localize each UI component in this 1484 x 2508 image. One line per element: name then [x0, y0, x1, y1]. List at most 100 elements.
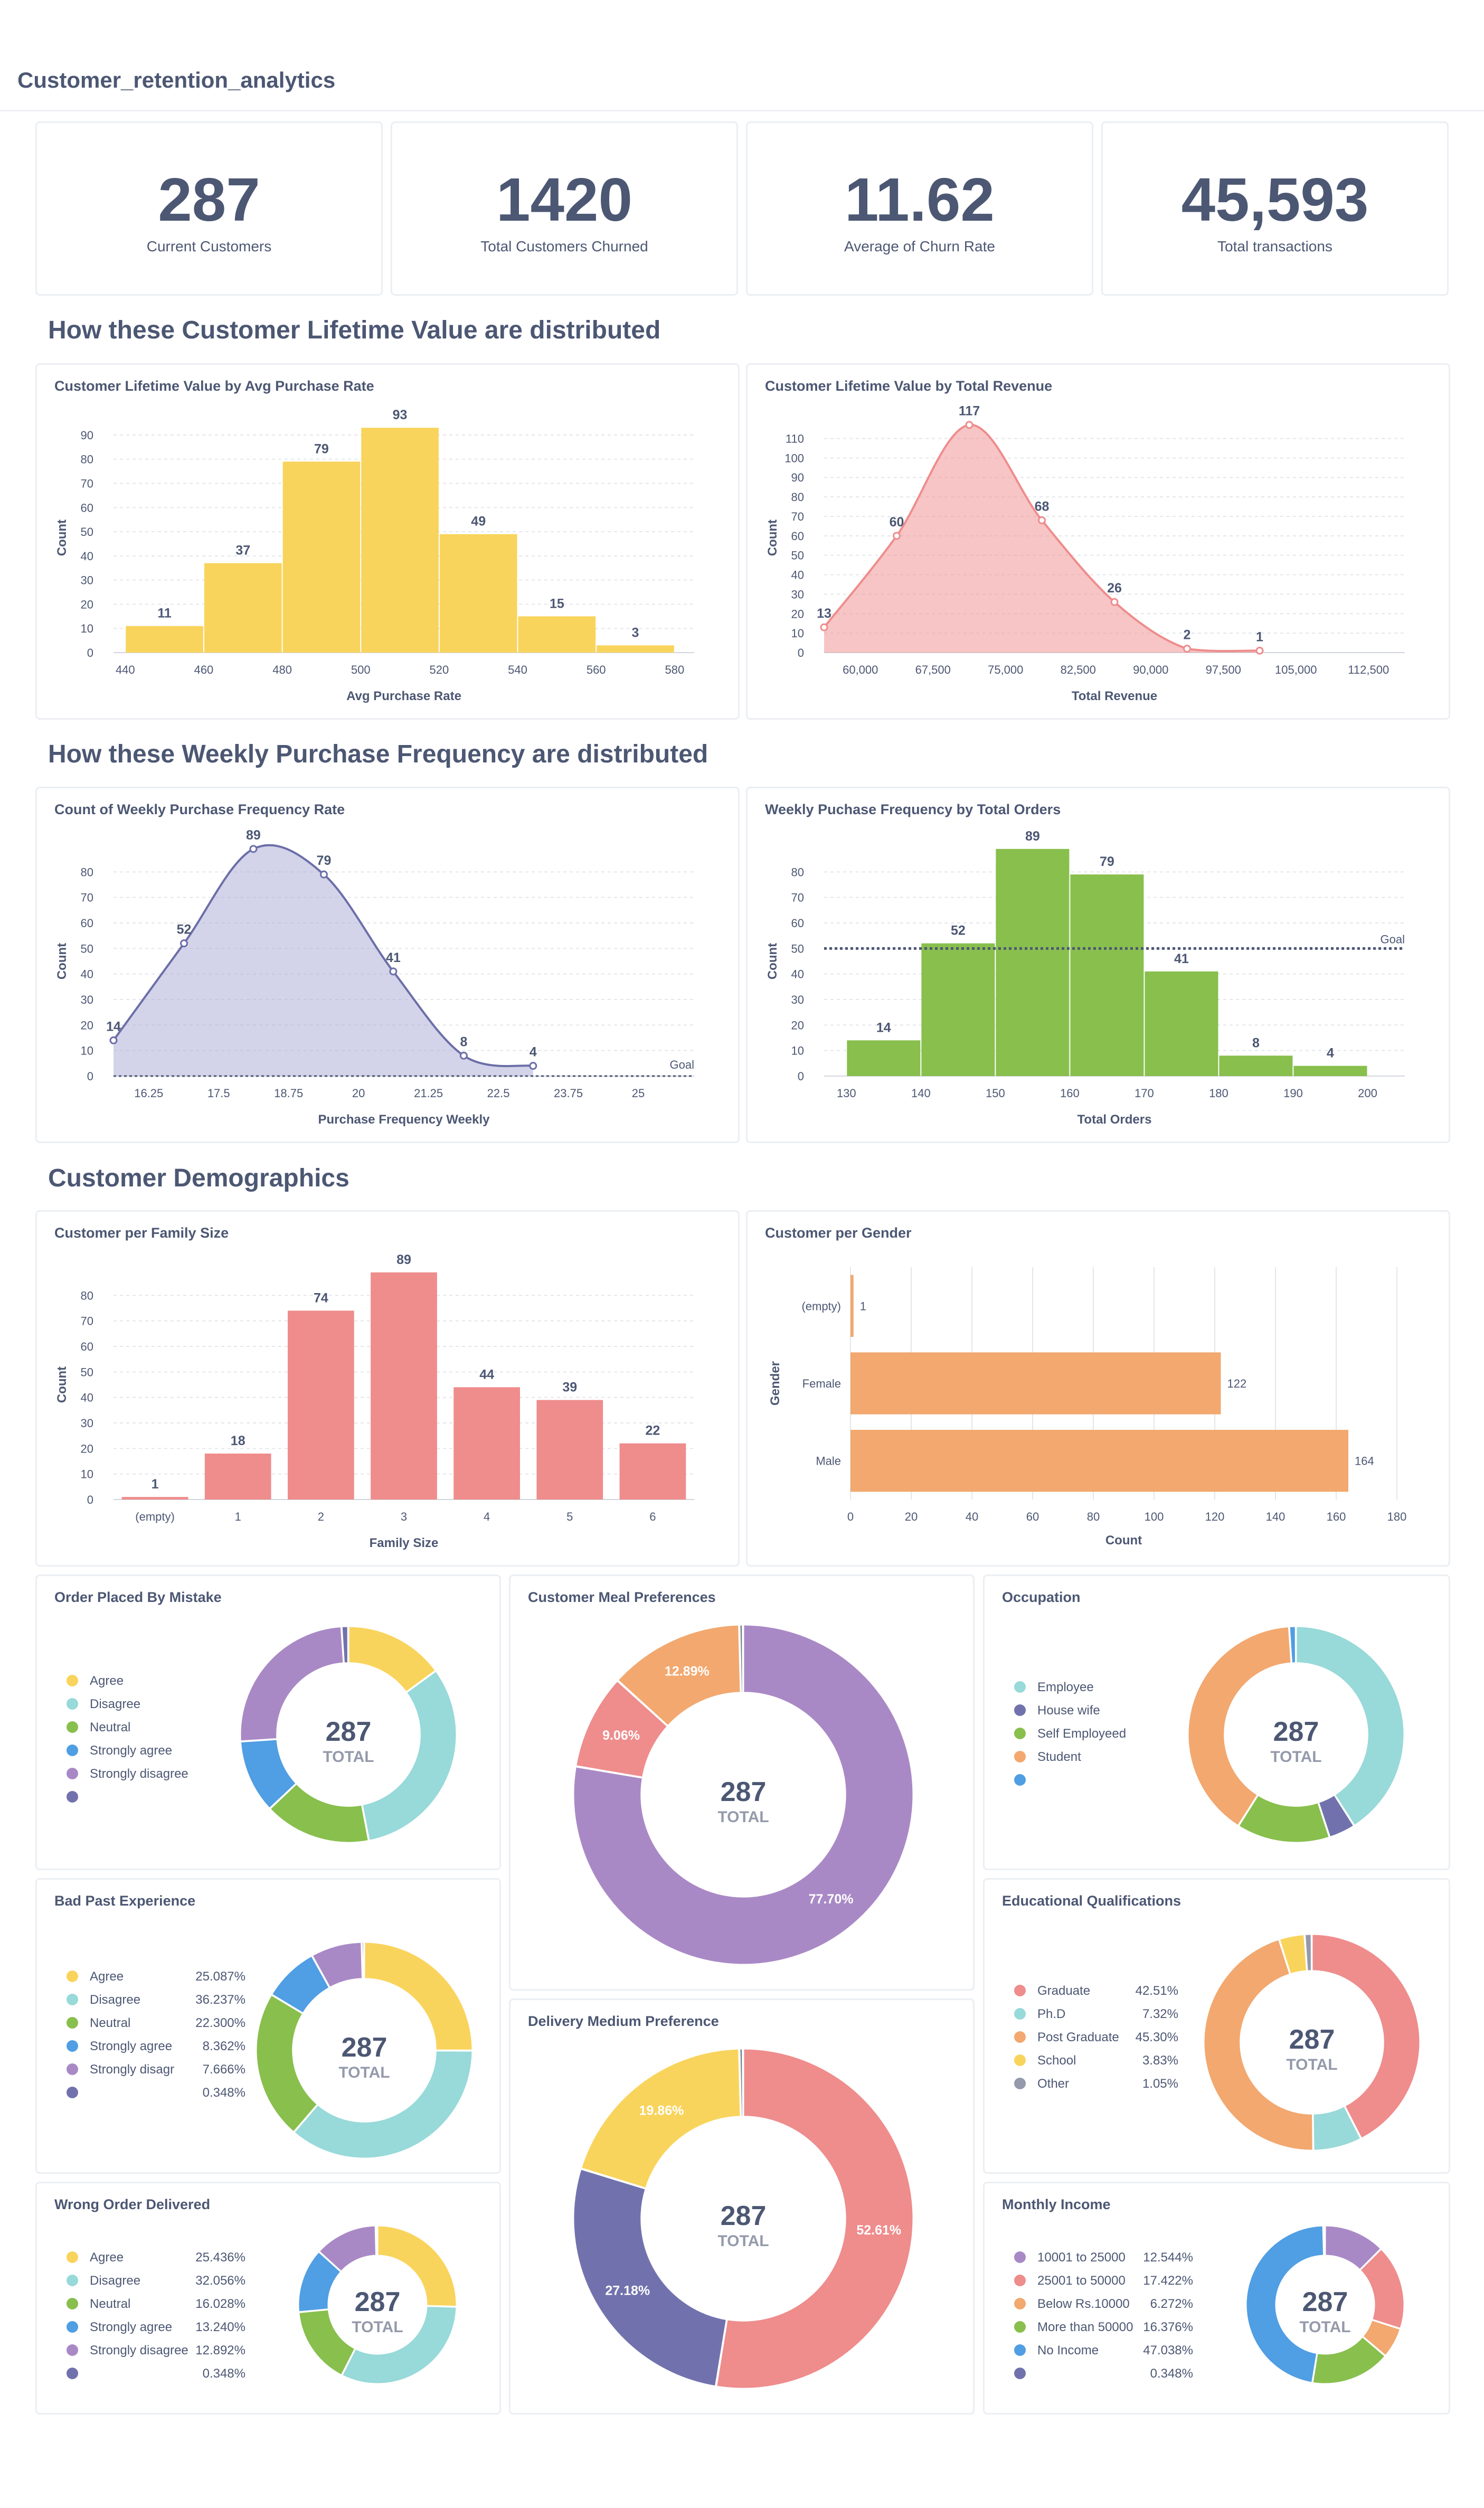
- donut-total-label: TOTAL: [1286, 2056, 1337, 2073]
- legend-swatch: [67, 2344, 78, 2356]
- y-tick-label: 80: [81, 1289, 93, 1302]
- x-tick-label: 60: [1026, 1510, 1039, 1523]
- kpi-value: 45,593: [1181, 165, 1369, 234]
- legend-swatch: [1014, 2368, 1026, 2379]
- x-tick-label: 500: [351, 663, 371, 676]
- bar: [453, 1387, 520, 1500]
- data-label: 14: [106, 1019, 121, 1034]
- legend-swatch: [1014, 2344, 1026, 2356]
- legend-swatch: [67, 1675, 78, 1686]
- x-tick-label: 5: [566, 1510, 573, 1523]
- data-point: [965, 421, 973, 429]
- x-tick-label: 0: [847, 1510, 854, 1523]
- data-label: 37: [235, 543, 250, 558]
- donut-slice: [298, 2308, 356, 2377]
- section-title-demographics: Customer Demographics: [48, 1164, 349, 1192]
- x-tick-label: 82,500: [1061, 663, 1096, 676]
- data-point: [1183, 645, 1191, 653]
- data-point: [820, 623, 828, 631]
- bar: [1145, 971, 1218, 1076]
- legend-label: Other: [1037, 2077, 1069, 2091]
- chart-title: Count of Weekly Purchase Frequency Rate: [54, 802, 345, 817]
- x-tick-label: (empty): [135, 1510, 175, 1523]
- data-label: 68: [1035, 499, 1050, 514]
- donut-total-label: TOTAL: [1299, 2318, 1350, 2336]
- kpi-card-total-transactions[interactable]: 45,593 Total transactions: [1101, 121, 1449, 296]
- legend-value: 6.272%: [1150, 2297, 1193, 2311]
- legend-value: 3.83%: [1142, 2053, 1178, 2068]
- y-tick-label: 10: [791, 1044, 804, 1058]
- y-tick-label: 20: [791, 607, 804, 620]
- y-tick-label: 0: [87, 1070, 93, 1083]
- legend-label: Disagree: [90, 1993, 140, 2007]
- donut-slice: [739, 2048, 744, 2118]
- donut-slice: [739, 1624, 744, 1694]
- legend-value: 16.376%: [1143, 2320, 1193, 2334]
- donut-total-label: TOTAL: [717, 1808, 769, 1826]
- legend-swatch: [1014, 2298, 1026, 2309]
- donut-card-wrong-order[interactable]: Wrong Order Delivered 287 TOTAL Agree 25.43…: [35, 2182, 501, 2415]
- legend-value: 17.422%: [1143, 2274, 1193, 2288]
- chart-card-wpf-count[interactable]: Count of Weekly Purchase Frequency Rate …: [35, 787, 740, 1143]
- donut-card-monthly-income[interactable]: Monthly Income 287 TOTAL 10001 to 25000 12.…: [983, 2182, 1450, 2415]
- chart-card-clv-avg[interactable]: Customer Lifetime Value by Avg Purchase …: [35, 363, 740, 720]
- bar: [921, 943, 995, 1076]
- chart-card-family-size[interactable]: Customer per Family Size 0 10 20 30 40 50 60 70…: [35, 1210, 740, 1567]
- chart-card-gender[interactable]: Customer per Gender 0 20 40 60 80 100 120 140 16…: [746, 1210, 1450, 1567]
- donut-slice: [376, 2224, 458, 2308]
- bar: [996, 848, 1070, 1076]
- chart-title: Delivery Medium Preference: [528, 2013, 719, 2029]
- donut-total-label: TOTAL: [352, 2318, 403, 2336]
- data-label: 11: [157, 606, 172, 621]
- kpi-card-current-customers[interactable]: 287 Current Customers: [35, 121, 383, 296]
- donut-slice: [341, 1625, 349, 1664]
- x-tick-label: 100: [1145, 1510, 1164, 1523]
- kpi-label: Average of Churn Rate: [844, 238, 995, 254]
- top-bar: Customer_retention_analytics: [0, 0, 1484, 111]
- bar: [1070, 874, 1144, 1076]
- legend-label: 10001 to 25000: [1037, 2250, 1126, 2265]
- donut-card-education[interactable]: Educational Qualifications 287 TOTAL Gradu…: [983, 1878, 1450, 2174]
- kpi-label: Total transactions: [1217, 238, 1332, 254]
- x-tick-label: 75,000: [988, 663, 1023, 676]
- dashboard-title: Customer_retention_analytics: [17, 68, 336, 92]
- donut-card-bad-experience[interactable]: Bad Past Experience 287 TOTAL Agree 25.087%…: [35, 1878, 501, 2174]
- x-tick-label: 140: [1266, 1510, 1285, 1523]
- legend-swatch: [67, 1698, 78, 1710]
- area-fill: [824, 425, 1260, 653]
- donut-card-meal-preferences[interactable]: Customer Meal Preferences 77.70% 9.06% 12.…: [509, 1574, 975, 1991]
- y-tick-label: 90: [81, 429, 93, 442]
- legend-label: Disagree: [90, 1697, 140, 1711]
- donut-slice: [361, 1941, 365, 1980]
- legend-swatch: [1014, 2078, 1026, 2089]
- x-tick-label: 140: [911, 1087, 931, 1100]
- x-tick-label: 23.75: [554, 1087, 583, 1100]
- bar: [1293, 1066, 1367, 1076]
- y-tick-label: 20: [81, 1019, 93, 1032]
- y-tick-label: 0: [87, 646, 93, 659]
- legend-swatch: [67, 2251, 78, 2263]
- donut-card-delivery-medium[interactable]: Delivery Medium Preference 52.61% 27.18% 1…: [509, 1998, 975, 2415]
- kpi-card-churn-rate[interactable]: 11.62 Average of Churn Rate: [746, 121, 1093, 296]
- legend-value: 0.348%: [203, 2086, 245, 2100]
- slice-label: 52.61%: [856, 2223, 901, 2238]
- y-tick-label: 20: [81, 1442, 93, 1455]
- x-tick-label: 160: [1327, 1510, 1346, 1523]
- y-tick-label: 50: [791, 942, 804, 955]
- donut-card-occupation[interactable]: Occupation 287 TOTAL Employee House wife Sel…: [983, 1574, 1450, 1870]
- y-tick-label: 30: [791, 588, 804, 601]
- data-point: [319, 870, 328, 879]
- data-label: 89: [1025, 829, 1040, 844]
- y-tick-label: Male: [816, 1455, 841, 1468]
- legend-label: Agree: [90, 1674, 124, 1688]
- chart-title: Bad Past Experience: [54, 1893, 196, 1909]
- y-tick-label: 30: [791, 993, 804, 1006]
- chart-card-wpf-orders[interactable]: Weekly Puchase Frequency by Total Orders…: [746, 787, 1450, 1143]
- y-tick-label: (empty): [801, 1299, 841, 1313]
- donut-card-order-mistake[interactable]: Order Placed By Mistake 287 TOTAL Agree Dis…: [35, 1574, 501, 1870]
- chart-card-clv-revenue[interactable]: Customer Lifetime Value by Total Revenue…: [746, 363, 1450, 720]
- donut-total-value: 287: [1289, 2024, 1335, 2055]
- kpi-card-total-churned[interactable]: 1420 Total Customers Churned: [391, 121, 738, 296]
- legend-value: 45.30%: [1136, 2030, 1178, 2044]
